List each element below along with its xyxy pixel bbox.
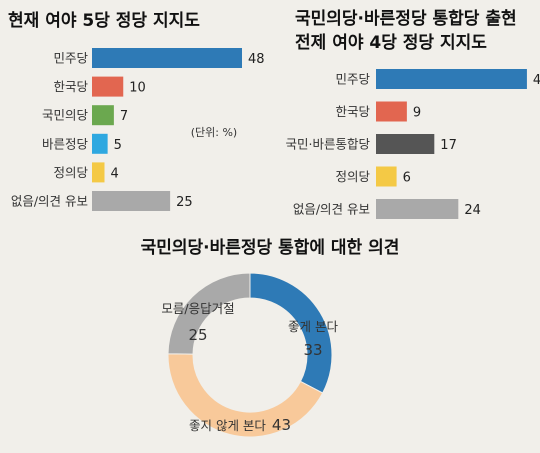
chart2-category-label: 국민·바른통합당 [286,137,371,152]
chart3-slice-name: 좋지 않게 본다 [189,418,266,433]
chart3-slice-label: 좋게 본다 [288,319,338,334]
chart1-bar [92,133,108,154]
chart1-value-label: 4 [111,166,119,181]
chart1-bar [92,76,124,97]
chart1-category-label: 바른정당 [42,136,89,151]
chart2-value-label: 17 [440,138,457,153]
chart1-category-label: 민주당 [53,51,88,66]
chart2-title-line2: 전제 여야 4당 정당 지지도 [295,33,487,53]
chart2-bar [376,134,435,154]
chart1-category-label: 국민의당 [42,108,89,123]
chart2-value-label: 24 [464,203,481,218]
chart2-title-line1: 국민의당·바른정당 통합당 출현 [295,8,517,29]
chart2-category-label: 한국당 [335,104,370,119]
chart1-bar [92,162,105,183]
chart3-donut: 좋게 본다 33 좋지 않게 본다 43 모름/응답거절 25 [161,272,338,438]
chart1-bar [92,48,242,68]
chart3-title: 국민의당·바른정당 통합에 대한 의견 [141,237,400,258]
chart3-slice-value: 43 [272,416,291,434]
chart1-value-label: 10 [129,81,146,96]
chart1-title: 현재 여야 5당 정당 지지도 [8,11,200,31]
chart1-value-label: 5 [114,138,122,153]
chart2-value-label: 9 [413,106,421,121]
chart1-category-label: 없음/의견 유보 [11,194,88,209]
chart1-value-label: 48 [248,52,265,67]
chart2-category-label: 정의당 [335,169,370,184]
chart2-value-label: 6 [403,171,411,186]
chart2-bar [376,69,527,89]
chart2-value-label: 44 [533,73,540,88]
chart2-category-label: 민주당 [335,72,370,87]
chart1-category-label: 한국당 [53,79,88,94]
chart1-bars: 민주당 48 한국당 10 국민의당 7 바른정당 5 정의당 4 없음/의견 유보 25 [11,48,265,211]
chart3-slice [167,272,251,355]
chart3-slice-label: 모름/응답거절 [161,301,234,316]
chart2-category-label: 없음/의견 유보 [293,202,370,217]
chart1-category-label: 정의당 [53,165,88,180]
chart3-slice-value: 25 [188,326,207,344]
chart2-bar [376,166,397,187]
chart2-bar [376,101,407,122]
chart1-bar [92,191,171,211]
chart1-value-label: 25 [176,195,193,210]
chart3-slice-value: 33 [303,341,322,359]
chart1-bar [92,105,114,126]
chart2-bars: 민주당 44 한국당 9 국민·바른통합당 17 정의당 6 없음/의견 유보 24 [286,69,540,219]
chart3-slice [167,353,324,438]
chart2-bar [376,199,459,219]
chart1-value-label: 7 [120,109,128,124]
chart3-slice-label: 좋지 않게 본다 43 [189,416,291,434]
chart1-unit-note: (단위: %) [191,126,237,139]
